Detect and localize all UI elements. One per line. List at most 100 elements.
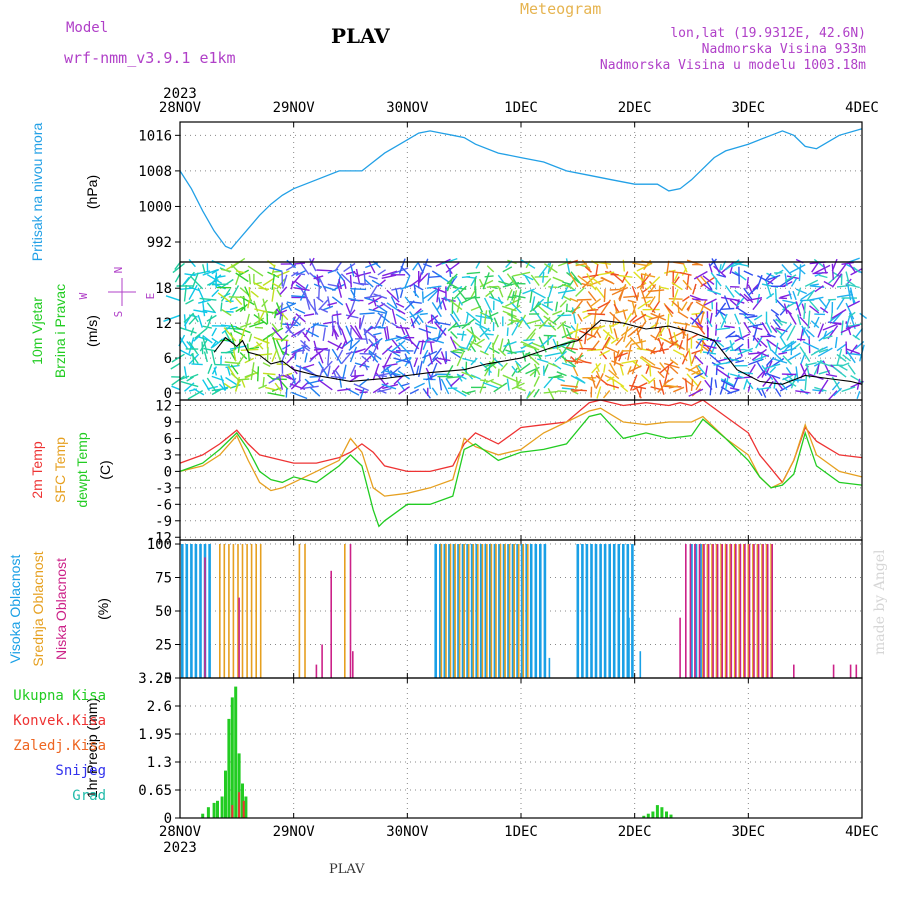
- wind-arrow: [744, 315, 758, 319]
- wind-arrow: [558, 348, 568, 364]
- cloud-bar: [439, 544, 442, 678]
- wind-arrow: [316, 296, 324, 303]
- wind-arrow: [690, 317, 704, 328]
- wind-arrow: [297, 327, 306, 336]
- wind-arrow: [171, 375, 185, 386]
- wind-arrow: [752, 326, 763, 331]
- wind-arrow: [693, 372, 704, 379]
- wind-arrow: [313, 347, 328, 351]
- wind-arrow: [517, 314, 527, 328]
- wind-arrow: [249, 321, 265, 328]
- wind-arrow: [639, 356, 652, 366]
- wind-arrow: [359, 315, 365, 330]
- wind-arrow: [669, 358, 679, 366]
- wind-arrow: [421, 291, 424, 303]
- wind-arrow: [856, 378, 861, 390]
- wind-arrow: [285, 325, 297, 338]
- compass-letter: S: [112, 311, 125, 318]
- wind-arrow: [818, 329, 834, 342]
- wind-arrow: [292, 317, 301, 326]
- wind-arrow: [377, 279, 386, 287]
- wind-arrow: [647, 296, 656, 308]
- wind-arrow: [789, 264, 806, 274]
- wind-arrow: [771, 375, 783, 390]
- wind-arrow: [731, 271, 740, 277]
- cloud-bar: [698, 544, 701, 678]
- wind-arrow: [713, 265, 727, 278]
- wind-arrow: [620, 326, 633, 337]
- wind-arrow: [576, 298, 592, 301]
- wind-arrow: [658, 285, 661, 303]
- wind-arrow: [788, 290, 793, 300]
- wind-arrow: [186, 340, 195, 351]
- wind-arrow: [602, 329, 615, 340]
- wind-arrow: [537, 298, 545, 306]
- wind-arrow: [423, 349, 429, 358]
- cloud-bar: [529, 544, 533, 678]
- wind-arrow: [709, 312, 713, 324]
- wind-arrow: [382, 352, 393, 369]
- wind-arrow: [779, 336, 787, 347]
- wind-arrow: [456, 333, 467, 336]
- wind-arrow: [595, 373, 604, 389]
- wind-arrow: [622, 312, 633, 327]
- wind-arrow: [456, 351, 465, 367]
- wind-arrow: [554, 350, 567, 363]
- wind-arrow: [570, 389, 579, 395]
- wind-arrow: [465, 313, 469, 324]
- cloud-bar: [470, 544, 474, 678]
- wind-arrow: [589, 282, 597, 291]
- wind-arrow: [404, 300, 415, 311]
- wind-arrow: [691, 310, 704, 325]
- wind-arrow: [529, 289, 546, 299]
- wind-arrow: [165, 295, 181, 302]
- wind-arrow: [579, 347, 597, 350]
- wind-arrow: [575, 287, 585, 297]
- wind-arrow: [231, 257, 246, 269]
- date-tick-label-bottom: 4DEC: [845, 824, 879, 840]
- wind-arrow: [552, 343, 567, 350]
- wind-arrow: [271, 348, 278, 363]
- wind-arrow: [684, 378, 688, 393]
- wind-arrow: [413, 284, 424, 291]
- ytick-label: 0: [164, 811, 172, 827]
- wind-arrow: [543, 301, 553, 304]
- wind-arrow: [629, 314, 638, 323]
- wind-arrow: [327, 365, 331, 378]
- wind-arrow: [497, 296, 503, 305]
- wind-arrow: [714, 379, 718, 388]
- wind-arrow: [690, 379, 694, 391]
- wind-arrow: [568, 276, 577, 287]
- wind-arrow: [847, 364, 856, 375]
- wind-arrow: [408, 360, 415, 376]
- wind-arrow: [409, 311, 421, 326]
- wind-arrow: [271, 327, 283, 340]
- cloud-bar: [730, 544, 733, 678]
- wind-arrow: [669, 365, 679, 375]
- wind-arrow: [393, 357, 410, 364]
- wind-arrow: [295, 269, 307, 277]
- wind-arrow: [400, 265, 411, 277]
- wind-arrow: [321, 360, 333, 373]
- wind-arrow: [404, 275, 411, 288]
- wind-arrow: [702, 275, 715, 285]
- wind-arrow: [438, 297, 443, 310]
- wind-arrow: [629, 384, 647, 390]
- wind-arrow: [359, 387, 365, 400]
- wind-arrow: [603, 289, 606, 303]
- wind-arrow: [327, 283, 339, 287]
- wind-arrow: [801, 327, 806, 336]
- wind-arrow: [637, 299, 651, 310]
- wind-arrow: [627, 366, 632, 375]
- panel-precip: [175, 677, 863, 819]
- wind-arrow: [493, 317, 499, 328]
- model-label: Model: [66, 20, 109, 36]
- wind-arrow: [349, 274, 352, 288]
- wind-arrow: [191, 363, 203, 366]
- wind-arrow: [242, 295, 246, 311]
- wind-arrow: [293, 287, 310, 291]
- wind-arrow: [787, 340, 797, 349]
- wind-arrow: [523, 339, 535, 342]
- wind-arrow: [658, 327, 665, 338]
- wind-arrow: [376, 304, 388, 313]
